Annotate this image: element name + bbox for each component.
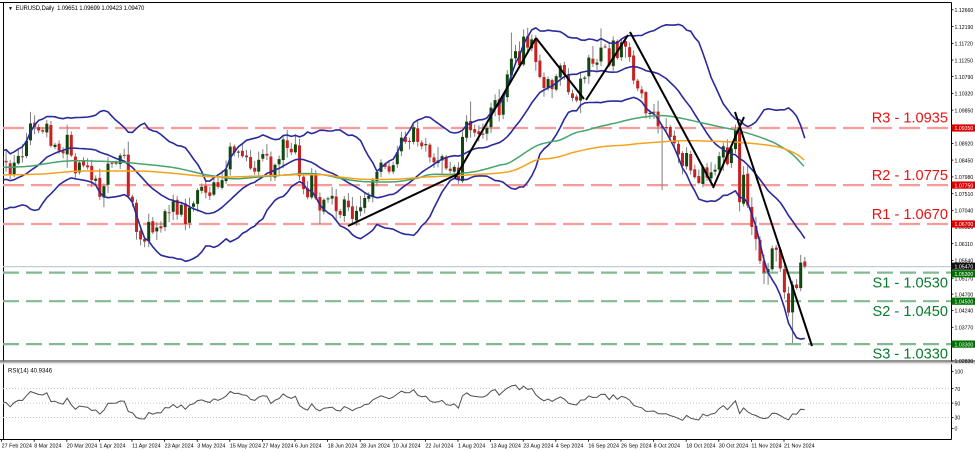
- svg-text:1.10320: 1.10320: [955, 92, 974, 98]
- svg-text:20 Mar 2024: 20 Mar 2024: [67, 444, 97, 450]
- svg-text:▼: ▼: [8, 6, 13, 12]
- svg-text:0: 0: [955, 427, 958, 433]
- svg-text:4 Sep 2024: 4 Sep 2024: [556, 444, 584, 450]
- svg-text:27 Feb 2024: 27 Feb 2024: [2, 444, 32, 450]
- svg-text:16 Sep 2024: 16 Sep 2024: [588, 444, 619, 450]
- svg-text:1.07040: 1.07040: [955, 209, 974, 215]
- svg-text:1.05170: 1.05170: [955, 277, 974, 283]
- svg-text:1.05300: 1.05300: [955, 272, 974, 278]
- svg-text:15 May 2024: 15 May 2024: [230, 444, 261, 450]
- svg-text:1.03300: 1.03300: [955, 342, 974, 348]
- svg-text:1.03770: 1.03770: [955, 326, 974, 332]
- svg-text:8 Oct 2024: 8 Oct 2024: [654, 444, 680, 450]
- svg-text:1.02830: 1.02830: [955, 359, 974, 365]
- svg-text:1.08450: 1.08450: [955, 158, 974, 164]
- svg-text:1.04240: 1.04240: [955, 309, 974, 315]
- svg-text:1.09850: 1.09850: [955, 108, 974, 114]
- svg-text:1.07980: 1.07980: [955, 175, 974, 181]
- svg-text:11 Nov 2024: 11 Nov 2024: [751, 444, 781, 450]
- svg-text:1.06110: 1.06110: [955, 242, 973, 248]
- svg-text:1.05470: 1.05470: [955, 264, 974, 270]
- svg-text:EURUSD,Daily 1.09651 1.09699: EURUSD,Daily 1.09651 1.09699 1.09423 1.0…: [16, 6, 145, 12]
- svg-text:RSI(14) 40.9346: RSI(14) 40.9346: [8, 369, 53, 375]
- svg-text:1.07510: 1.07510: [955, 192, 974, 198]
- svg-text:50: 50: [955, 401, 961, 407]
- svg-text:1.06700: 1.06700: [955, 222, 974, 228]
- svg-text:11 Apr 2024: 11 Apr 2024: [132, 444, 161, 450]
- svg-text:6 Jun 2024: 6 Jun 2024: [295, 444, 322, 450]
- svg-text:100: 100: [955, 370, 964, 376]
- svg-text:70: 70: [955, 387, 961, 393]
- svg-text:1.10790: 1.10790: [955, 75, 974, 81]
- svg-text:1.09350: 1.09350: [955, 126, 974, 132]
- svg-text:30 Oct 2024: 30 Oct 2024: [719, 444, 748, 450]
- svg-text:23 Aug 2024: 23 Aug 2024: [523, 444, 553, 450]
- svg-text:1.05640: 1.05640: [955, 259, 974, 265]
- svg-text:21 Nov 2024: 21 Nov 2024: [784, 444, 815, 450]
- svg-text:13 Aug 2024: 13 Aug 2024: [491, 444, 521, 450]
- svg-text:R1 - 1.0670: R1 - 1.0670: [872, 207, 948, 223]
- svg-text:S2 - 1.0450: S2 - 1.0450: [873, 304, 948, 320]
- svg-text:S1 - 1.0530: S1 - 1.0530: [873, 276, 948, 292]
- svg-text:10 Jul 2024: 10 Jul 2024: [393, 444, 421, 450]
- svg-text:S3 - 1.0330: S3 - 1.0330: [873, 346, 948, 362]
- svg-text:27 May 2024: 27 May 2024: [262, 444, 293, 450]
- svg-text:1.11720: 1.11720: [955, 42, 973, 48]
- svg-text:1.08920: 1.08920: [955, 142, 974, 148]
- svg-text:8 Mar 2024: 8 Mar 2024: [34, 444, 61, 450]
- svg-text:22 Jul 2024: 22 Jul 2024: [425, 444, 453, 450]
- svg-text:1.12190: 1.12190: [955, 25, 974, 31]
- svg-text:26 Sep 2024: 26 Sep 2024: [621, 444, 652, 450]
- svg-text:3 May 2024: 3 May 2024: [197, 444, 225, 450]
- svg-text:18 Oct 2024: 18 Oct 2024: [686, 444, 715, 450]
- svg-text:1.04500: 1.04500: [955, 299, 974, 305]
- svg-text:18 Jun 2024: 18 Jun 2024: [328, 444, 358, 450]
- svg-text:R2 - 1.0775: R2 - 1.0775: [872, 168, 948, 184]
- svg-text:23 Apr 2024: 23 Apr 2024: [165, 444, 194, 450]
- svg-text:1 Apr 2024: 1 Apr 2024: [99, 444, 125, 450]
- svg-text:30: 30: [955, 416, 961, 422]
- svg-text:28 Jun 2024: 28 Jun 2024: [360, 444, 390, 450]
- svg-text:1 Aug 2024: 1 Aug 2024: [458, 444, 485, 450]
- svg-text:R3 - 1.0935: R3 - 1.0935: [872, 111, 948, 127]
- svg-text:1.11250: 1.11250: [955, 58, 973, 64]
- svg-text:1.07750: 1.07750: [955, 183, 974, 189]
- svg-text:1.04700: 1.04700: [955, 292, 974, 298]
- svg-text:1.06580: 1.06580: [955, 225, 974, 231]
- svg-text:1.12660: 1.12660: [955, 8, 974, 14]
